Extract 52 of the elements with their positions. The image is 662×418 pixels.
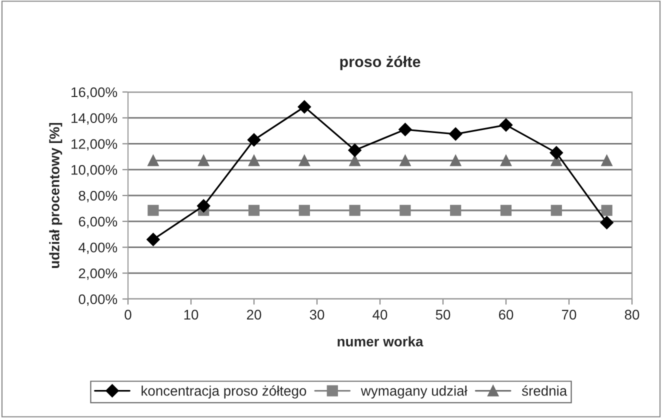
point — [146, 232, 160, 246]
point — [348, 144, 362, 157]
point — [500, 155, 512, 166]
x-tick-label: 70 — [562, 310, 576, 320]
legend-label: koncentracja proso żółtego — [142, 385, 306, 399]
x-tick-label: 40 — [372, 310, 388, 320]
point — [349, 155, 360, 166]
point — [298, 100, 311, 114]
point — [601, 204, 612, 216]
point — [449, 127, 462, 141]
x-tick-label: 60 — [498, 310, 514, 320]
x-axis-title: numer worka — [338, 336, 424, 346]
point — [298, 155, 310, 166]
y-tick-label: 4,00% — [78, 242, 118, 254]
y-tick-label: 10,00% — [72, 164, 118, 176]
point — [499, 118, 513, 132]
legend-label: średnia — [522, 385, 568, 396]
y-tick-label: 0,00% — [78, 294, 118, 306]
point — [398, 122, 412, 136]
point — [298, 204, 310, 216]
point — [500, 204, 512, 216]
point — [349, 204, 360, 216]
x-tick-label: 30 — [310, 310, 324, 320]
chart-title: proso żółte — [340, 56, 420, 70]
point — [550, 204, 562, 216]
y-tick-label: 8,00% — [78, 190, 118, 202]
point — [400, 204, 411, 216]
point — [248, 204, 260, 216]
x-tick-label: 50 — [436, 310, 450, 320]
x-tick-label: 10 — [184, 310, 198, 320]
x-tick-label: 20 — [246, 310, 262, 320]
point — [198, 155, 210, 166]
point — [248, 155, 260, 166]
y-tick-label: 6,00% — [78, 216, 118, 228]
point — [148, 155, 159, 166]
y-axis-title: udział procentowy [%] — [49, 122, 62, 268]
point — [450, 155, 462, 166]
y-tick-label: 12,00% — [72, 139, 118, 151]
y-tick-label: 14,00% — [72, 113, 118, 125]
y-tick-label: 2,00% — [78, 268, 118, 280]
point — [601, 155, 612, 166]
x-tick-label: 0 — [124, 310, 132, 320]
point — [550, 146, 563, 160]
point — [148, 204, 159, 216]
point — [197, 199, 210, 212]
point — [600, 216, 614, 230]
point — [450, 204, 462, 216]
x-tick-label: 80 — [624, 310, 640, 320]
point — [247, 133, 261, 146]
legend-label: wymagany udział — [360, 386, 468, 399]
y-tick-label: 16,00% — [72, 87, 118, 99]
point — [400, 155, 411, 166]
